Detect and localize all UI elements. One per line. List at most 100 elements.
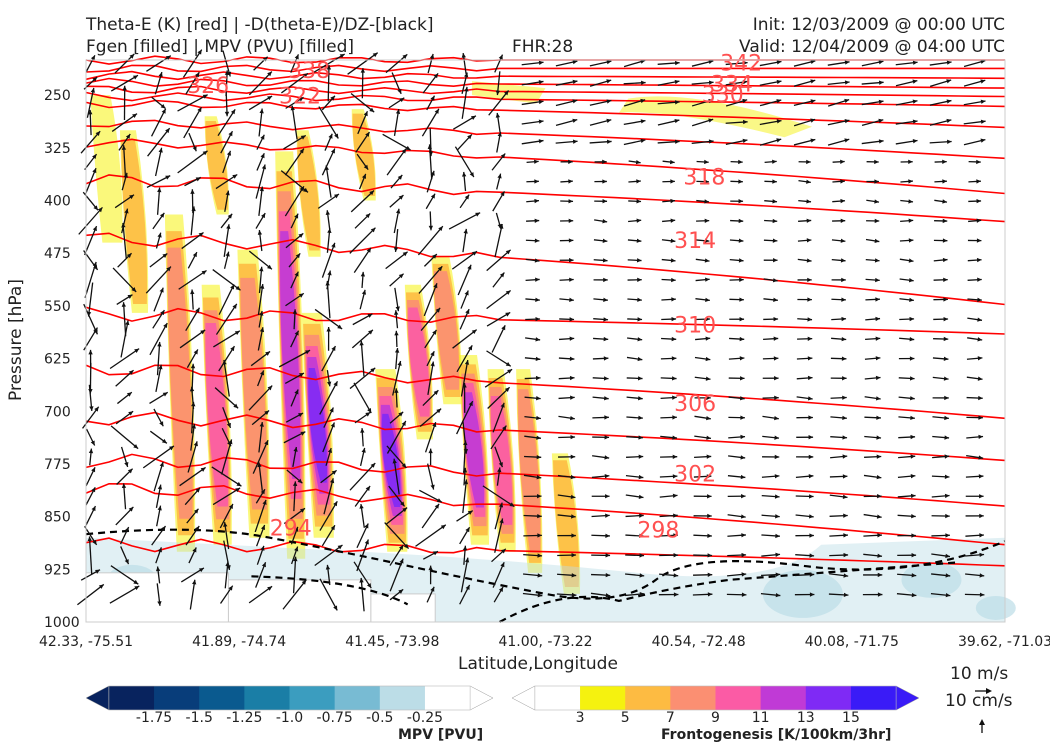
theta-e-label: 302 xyxy=(674,462,716,487)
wind-vector-head xyxy=(399,558,404,564)
wind-vector xyxy=(318,106,339,139)
wind-vector xyxy=(122,302,127,337)
wind-vector-head xyxy=(740,474,746,480)
wind-vector-head xyxy=(297,478,303,484)
wind-vector xyxy=(418,265,443,294)
wind-vector-head xyxy=(705,356,711,362)
wind-vector-head xyxy=(331,470,337,475)
wind-vector-head xyxy=(260,284,265,289)
wind-vector-head xyxy=(605,533,610,538)
theta-e-line xyxy=(85,232,1006,306)
wind-vector-head xyxy=(535,297,540,302)
wind-vector-head xyxy=(504,90,509,96)
wind-vector-head xyxy=(505,249,511,255)
wind-vector-head xyxy=(875,356,881,361)
wind-vector xyxy=(487,386,511,409)
theta-e-line xyxy=(85,138,1006,195)
wind-vector-head xyxy=(910,434,916,440)
wind-vector-head xyxy=(738,238,744,243)
wind-vector-head xyxy=(157,505,162,511)
wind-vector-head xyxy=(637,297,642,302)
valid-time: Valid: 12/04/2009 @ 04:00 UTC xyxy=(739,37,1005,57)
wind-vector-head xyxy=(94,406,99,412)
wind-vector-head xyxy=(976,159,981,165)
wind-vector-head xyxy=(841,356,847,361)
wind-vector xyxy=(217,108,236,137)
wind-vector-head xyxy=(363,164,369,170)
wind-vector-head xyxy=(741,533,746,538)
wind-vector-head xyxy=(233,403,239,409)
wind-vector-head xyxy=(127,294,133,299)
wind-vector xyxy=(384,522,410,550)
wind-vector-head xyxy=(465,527,470,533)
wind-vector-head xyxy=(536,435,541,440)
wind-vector-head xyxy=(909,316,915,322)
wind-vector-head xyxy=(742,98,748,104)
wind-vector-head xyxy=(534,159,539,164)
wind-vector-head xyxy=(840,159,845,164)
wind-vector-head xyxy=(639,553,645,558)
wind-vector-head xyxy=(705,336,711,341)
wind-vector-head xyxy=(911,573,917,578)
wind-vector-head xyxy=(674,139,680,144)
wind-vector-head xyxy=(300,431,306,436)
wind-vector-head xyxy=(327,381,332,387)
wind-vector-head xyxy=(367,313,373,318)
wind-vector xyxy=(149,322,168,356)
vector-key-v-arrowhead xyxy=(979,719,985,725)
wind-vector xyxy=(456,345,473,373)
wind-vector xyxy=(353,247,372,273)
wind-vector xyxy=(258,462,263,491)
wind-vector-head xyxy=(536,454,542,460)
fgen-plume xyxy=(518,389,541,553)
wind-vector-head xyxy=(535,337,541,342)
wind-vector-head xyxy=(262,499,267,505)
wind-vector xyxy=(319,500,338,531)
wind-vector-head xyxy=(361,447,366,453)
wind-vector-head xyxy=(774,494,780,499)
wind-vector-head xyxy=(569,356,575,361)
wind-vector-head xyxy=(427,144,432,150)
wind-vector-head xyxy=(333,605,338,611)
wind-vector xyxy=(347,52,379,75)
colorbar-segment xyxy=(289,686,336,710)
wind-vector-head xyxy=(707,572,713,577)
wind-vector xyxy=(145,266,172,294)
wind-vector-head xyxy=(505,290,511,295)
wind-vector-head xyxy=(538,80,544,85)
wind-vector-head xyxy=(840,179,845,184)
wind-vector-head xyxy=(462,467,468,473)
wind-vector-head xyxy=(909,376,915,381)
wind-vector-head xyxy=(636,238,642,243)
wind-vector-head xyxy=(330,525,335,531)
wind-vector-head xyxy=(636,199,642,204)
wind-vector-head xyxy=(568,199,574,204)
y-tick-label: 700 xyxy=(44,404,71,420)
wind-vector-head xyxy=(192,252,197,258)
wind-vector-head xyxy=(945,513,950,519)
wind-vector-head xyxy=(806,179,811,184)
wind-vector-head xyxy=(943,277,948,282)
wind-vector-head xyxy=(843,552,849,558)
wind-vector-head xyxy=(635,159,641,165)
x-tick-label: 41.45, -73.98 xyxy=(345,634,439,650)
wind-vector xyxy=(353,561,372,589)
terrain-block xyxy=(370,593,436,623)
wind-vector-head xyxy=(977,277,982,282)
x-axis-label: Latitude,Longitude xyxy=(458,654,618,674)
wind-vector-head xyxy=(339,54,345,59)
wind-vector-head xyxy=(774,474,780,479)
wind-vector xyxy=(448,212,481,230)
wind-vector-head xyxy=(640,119,646,124)
wind-vector xyxy=(177,150,208,174)
wind-vector-head xyxy=(468,345,473,351)
wind-vector xyxy=(111,113,138,132)
wind-vector-head xyxy=(741,572,747,577)
wind-vector-head xyxy=(157,601,162,606)
wind-vector xyxy=(214,387,239,409)
wind-vector-head xyxy=(132,113,138,119)
wind-vector xyxy=(282,579,307,610)
wind-vector-head xyxy=(773,316,779,322)
wind-vector-head xyxy=(230,109,236,115)
colorbar-extend xyxy=(85,685,110,711)
